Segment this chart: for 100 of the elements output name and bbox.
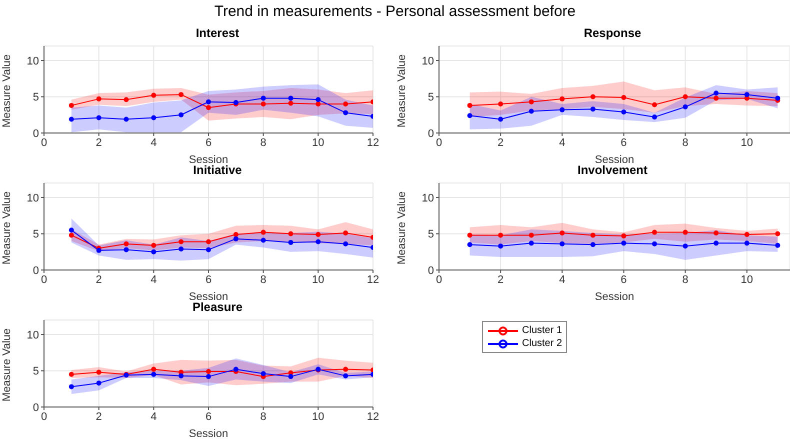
- point: [682, 104, 688, 110]
- point: [714, 96, 719, 101]
- x-tick-label: 12: [366, 274, 380, 286]
- y-axis-title: Measure Value: [0, 54, 13, 128]
- y-axis-title: Measure Value: [0, 328, 13, 402]
- point: [206, 247, 211, 252]
- point: [206, 105, 211, 110]
- x-axis-title: Session: [188, 428, 228, 439]
- point: [206, 368, 211, 374]
- point: [96, 96, 102, 102]
- point: [151, 372, 156, 377]
- point: [560, 230, 565, 236]
- point: [316, 232, 321, 237]
- point: [775, 242, 780, 248]
- x-tick-label: 2: [498, 274, 504, 286]
- point: [151, 92, 156, 98]
- point: [652, 230, 658, 235]
- x-tick-label: 8: [260, 410, 266, 423]
- point: [68, 232, 74, 238]
- point: [343, 241, 348, 246]
- point: [206, 99, 211, 104]
- point: [68, 384, 74, 390]
- y-tick-label: 10: [422, 55, 434, 68]
- y-tick-label: 0: [428, 128, 434, 140]
- point: [260, 230, 266, 235]
- x-tick-label: 4: [150, 274, 157, 286]
- point: [151, 115, 156, 120]
- x-tick-label: 8: [260, 274, 266, 286]
- x-tick-label: 12: [366, 136, 380, 149]
- x-tick-label: 10: [312, 136, 324, 149]
- point: [714, 90, 719, 96]
- legend-label: Cluster 2: [522, 338, 562, 349]
- point: [498, 116, 504, 122]
- point: [467, 113, 472, 118]
- point: [260, 102, 266, 106]
- point: [621, 109, 626, 114]
- point: [467, 242, 472, 248]
- point: [178, 92, 184, 98]
- x-tick-label: 0: [436, 136, 442, 149]
- x-tick-label: 0: [436, 274, 442, 286]
- point: [206, 239, 211, 244]
- x-tick-label: 12: [366, 410, 380, 423]
- point: [343, 110, 348, 116]
- point: [652, 114, 658, 120]
- y-tick-label: 5: [32, 366, 39, 378]
- chart-title: Involvement: [576, 163, 649, 179]
- x-tick-label: 2: [498, 136, 504, 149]
- point: [68, 102, 74, 108]
- point: [288, 240, 294, 245]
- point: [343, 373, 348, 378]
- y-axis-title: Measure Value: [396, 191, 408, 264]
- x-tick-label: 4: [559, 274, 566, 286]
- point: [621, 240, 626, 246]
- point: [343, 366, 348, 372]
- point: [528, 108, 534, 114]
- x-tick-label: 6: [205, 274, 212, 286]
- point: [560, 241, 565, 246]
- y-tick-label: 0: [32, 402, 39, 414]
- y-tick-label: 10: [422, 192, 434, 204]
- point: [316, 97, 321, 102]
- y-tick-label: 5: [32, 228, 39, 241]
- x-tick-label: 8: [682, 136, 688, 149]
- chart-title: Pleasure: [191, 300, 244, 316]
- x-tick-label: 6: [205, 410, 212, 423]
- point: [288, 100, 294, 106]
- legend-label: Cluster 1: [522, 325, 562, 336]
- point: [233, 236, 238, 242]
- point: [560, 96, 565, 102]
- point: [652, 241, 658, 246]
- point: [206, 374, 211, 380]
- point: [178, 373, 184, 378]
- y-tick-label: 0: [32, 264, 39, 277]
- x-axis-title: Session: [188, 154, 228, 166]
- y-tick-label: 0: [428, 264, 434, 277]
- point: [151, 366, 156, 372]
- point: [260, 96, 266, 101]
- point: [124, 247, 129, 252]
- point: [744, 240, 750, 246]
- point: [682, 244, 688, 249]
- point: [682, 230, 688, 235]
- point: [590, 242, 596, 248]
- chart-title: Interest: [194, 26, 240, 42]
- point: [68, 372, 74, 377]
- point: [124, 241, 129, 246]
- text: Trend in measurements - Personal assessment before: [213, 3, 577, 20]
- point: [467, 232, 472, 238]
- point: [590, 94, 596, 100]
- point: [96, 370, 102, 375]
- point: [343, 102, 348, 106]
- x-tick-label: 0: [40, 274, 48, 286]
- point: [260, 238, 266, 243]
- y-axis-title: Measure Value: [0, 191, 13, 264]
- point: [151, 242, 156, 248]
- point: [498, 102, 504, 106]
- x-tick-label: 4: [150, 410, 157, 423]
- x-tick-label: 6: [205, 136, 212, 149]
- point: [343, 230, 348, 236]
- point: [178, 246, 184, 252]
- y-tick-label: 10: [26, 55, 39, 68]
- point: [288, 231, 294, 236]
